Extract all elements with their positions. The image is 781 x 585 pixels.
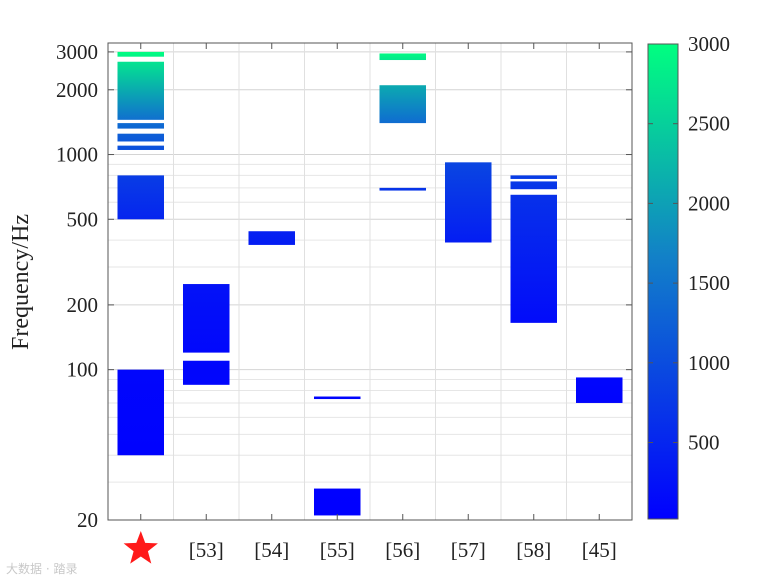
y-tick-label: 100	[67, 358, 99, 382]
y-tick-label: 1000	[56, 143, 98, 167]
x-tick-label: [45]	[582, 538, 617, 562]
frequency-range-bar	[575, 377, 623, 403]
colorbar-ticks: 500 1000 1500 2000 2500 3000	[648, 32, 730, 454]
frequency-range-bar	[510, 181, 558, 190]
this-work-star-icon	[123, 531, 158, 564]
frequency-range-bar	[313, 488, 361, 516]
colorbar-tick-label: 1500	[688, 271, 730, 295]
x-tick-label: [56]	[385, 538, 420, 562]
y-tick-label: 3000	[56, 40, 98, 64]
y-tick-label: 500	[67, 207, 99, 231]
x-tick-label: [58]	[516, 538, 551, 562]
watermark-text: 大数据 · 踏录	[6, 562, 78, 576]
y-axis-ticks: 20 100 200 500 1000 2000 3000	[56, 40, 632, 532]
frequency-range-bar	[313, 396, 361, 400]
x-tick-label: [55]	[320, 538, 355, 562]
frequency-range-bar	[379, 53, 427, 61]
frequency-range-bar	[117, 175, 165, 220]
y-tick-label: 2000	[56, 78, 98, 102]
frequency-range-bar	[117, 61, 165, 120]
frequency-range-bar	[117, 51, 165, 57]
frequency-range-bar	[117, 369, 165, 456]
y-tick-label: 20	[77, 508, 98, 532]
frequency-range-bar	[510, 175, 558, 179]
range-bars	[117, 51, 623, 516]
frequency-range-bar	[379, 85, 427, 124]
frequency-range-bar	[248, 231, 296, 245]
frequency-range-bar	[379, 187, 427, 191]
frequency-range-bar	[182, 284, 230, 353]
y-tick-label: 200	[67, 293, 99, 317]
x-axis-ticks: [53] [54] [55] [56] [57] [58] [45]	[123, 43, 617, 564]
x-tick-label: [57]	[451, 538, 486, 562]
colorbar-tick-label: 2000	[688, 191, 730, 215]
frequency-range-bar	[117, 123, 165, 129]
frequency-range-bar	[510, 194, 558, 323]
colorbar-tick-label: 3000	[688, 32, 730, 56]
colorbar-tick-label: 2500	[688, 112, 730, 136]
x-tick-label: [54]	[254, 538, 289, 562]
colorbar	[647, 43, 679, 520]
y-axis-label: Frequency/Hz	[8, 214, 34, 350]
colorbar-tick-label: 500	[688, 430, 720, 454]
frequency-range-bar	[117, 145, 165, 150]
frequency-range-bar	[117, 133, 165, 142]
colorbar-tick-label: 1000	[688, 351, 730, 375]
frequency-range-bar	[444, 162, 492, 243]
frequency-range-bar	[182, 360, 230, 385]
x-tick-label: [53]	[189, 538, 224, 562]
plot-frame	[107, 42, 633, 521]
